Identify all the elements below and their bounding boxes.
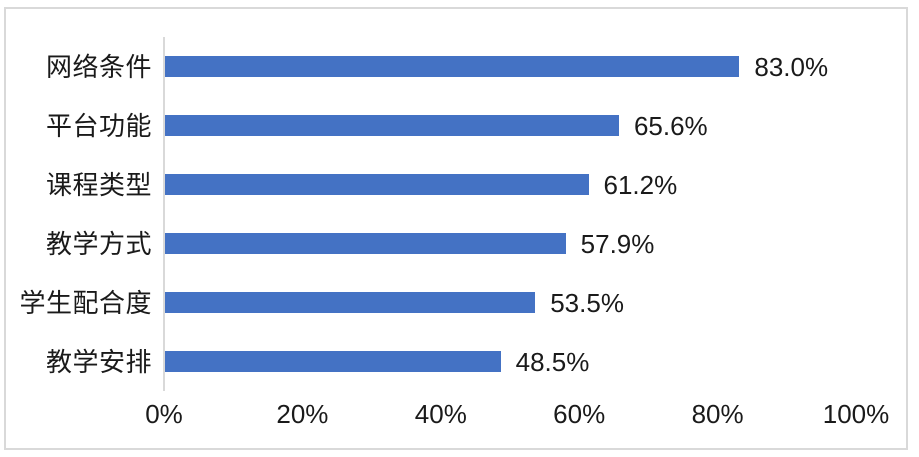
value-label: 61.2% xyxy=(603,169,678,200)
value-label: 48.5% xyxy=(515,346,590,377)
x-axis-tick-label: 20% xyxy=(276,399,329,429)
category-label: 课程类型 xyxy=(45,169,152,200)
x-axis-tick-label: 80% xyxy=(691,399,744,429)
bar-row: 网络条件 83.0% xyxy=(0,37,919,96)
bar-row: 课程类型 61.2% xyxy=(0,155,919,214)
bar-row: 平台功能 65.6% xyxy=(0,96,919,155)
x-axis: 0% 20% 40% 60% 80% 100% xyxy=(145,399,889,432)
category-label: 学生配合度 xyxy=(19,287,152,318)
x-axis-tick-label: 60% xyxy=(553,399,606,429)
chart-frame xyxy=(4,7,908,450)
bar xyxy=(165,56,740,77)
bar-track: 83.0% xyxy=(165,54,857,80)
x-axis-tick-label: 0% xyxy=(145,399,183,429)
bar-row: 教学方式 57.9% xyxy=(0,214,919,273)
bar-row: 教学安排 48.5% xyxy=(0,332,919,391)
value-label: 57.9% xyxy=(580,228,655,259)
bar-track: 57.9% xyxy=(165,231,857,257)
value-label: 83.0% xyxy=(754,51,829,82)
bar-row: 学生配合度 53.5% xyxy=(0,273,919,332)
value-label: 53.5% xyxy=(550,287,624,318)
category-label: 平台功能 xyxy=(45,110,152,141)
category-label: 网络条件 xyxy=(45,51,152,82)
bar-rows: 网络条件 83.0% 平台功能 65.6% 课程类型 61.2% 教学方式 57… xyxy=(0,37,919,391)
bar-track: 65.6% xyxy=(165,113,857,139)
bar xyxy=(165,292,536,313)
x-axis-tick-label: 40% xyxy=(414,399,467,429)
category-label: 教学安排 xyxy=(45,346,152,377)
bar xyxy=(165,233,566,254)
bar-track: 53.5% xyxy=(165,290,857,316)
value-label: 65.6% xyxy=(633,110,708,141)
bar xyxy=(165,115,619,136)
x-axis-tick-label: 100% xyxy=(822,399,890,429)
bar xyxy=(165,351,501,372)
bar-track: 48.5% xyxy=(165,349,857,375)
category-axis-line xyxy=(163,37,165,391)
category-label: 教学方式 xyxy=(45,228,152,259)
bar-track: 61.2% xyxy=(165,172,857,198)
bar xyxy=(165,174,589,195)
